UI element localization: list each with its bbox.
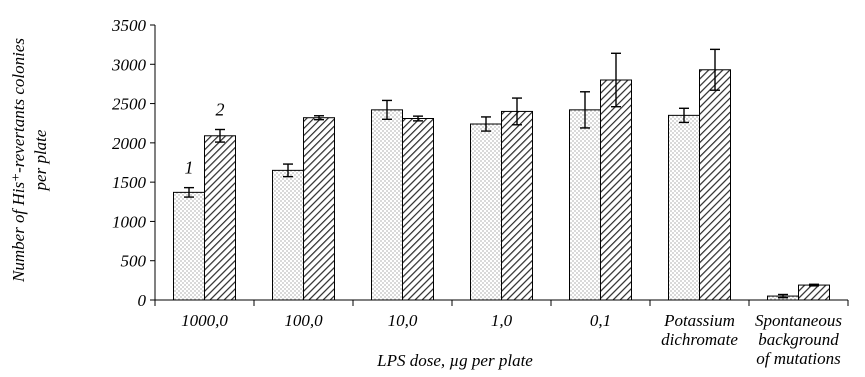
x-tick-label: Potassium <box>663 311 735 330</box>
y-tick-label: 500 <box>121 252 147 271</box>
x-tick-label: 10,0 <box>388 311 418 330</box>
y-tick-label: 2000 <box>112 134 147 153</box>
series-label: 2 <box>216 100 225 120</box>
series-markers: 12 <box>185 100 225 178</box>
bar <box>798 284 830 301</box>
series-label: 1 <box>185 158 194 178</box>
y-tick-label: 1500 <box>112 173 147 192</box>
x-axis-title: LPS dose, µg per plate <box>376 351 533 370</box>
bar <box>699 69 731 301</box>
y-tick-label: 1000 <box>112 212 147 231</box>
x-tick-label: 0,1 <box>590 311 611 330</box>
x-tick-label: background <box>758 330 839 349</box>
y-tick-label: 2500 <box>112 95 147 114</box>
y-tick-label: 3500 <box>111 16 147 35</box>
bars <box>173 69 830 301</box>
y-axis: 0 500 1000 1500 2000 2500 3000 3500 <box>111 16 156 310</box>
x-axis: 1000,0 100,0 10,0 1,0 0,1 Potassiumdichromate… <box>154 299 849 368</box>
bar <box>173 191 205 301</box>
x-tick-label: of mutations <box>756 349 841 368</box>
y-tick-label: 3000 <box>111 55 147 74</box>
x-tick-label: 100,0 <box>284 311 323 330</box>
bar <box>600 79 632 301</box>
y-axis-title: Number of His⁺-revertants colonies per p… <box>9 38 50 283</box>
bar <box>303 117 335 301</box>
bar <box>402 118 434 301</box>
error-bars <box>184 48 819 299</box>
bar <box>668 114 700 301</box>
bar <box>371 109 403 301</box>
bar <box>272 169 304 301</box>
y-axis-title-line-1: Number of His⁺-revertants colonies <box>9 38 28 283</box>
bar <box>501 110 533 301</box>
x-tick-label: dichromate <box>661 330 738 349</box>
y-tick-label: 0 <box>138 291 147 310</box>
x-tick-label: 1000,0 <box>181 311 228 330</box>
bar <box>569 109 601 301</box>
bar <box>470 123 502 301</box>
x-tick-label: 1,0 <box>491 311 513 330</box>
bar <box>204 135 236 301</box>
x-tick-label: Spontaneous <box>755 311 842 330</box>
y-axis-title-line-2: per plate <box>31 129 50 191</box>
